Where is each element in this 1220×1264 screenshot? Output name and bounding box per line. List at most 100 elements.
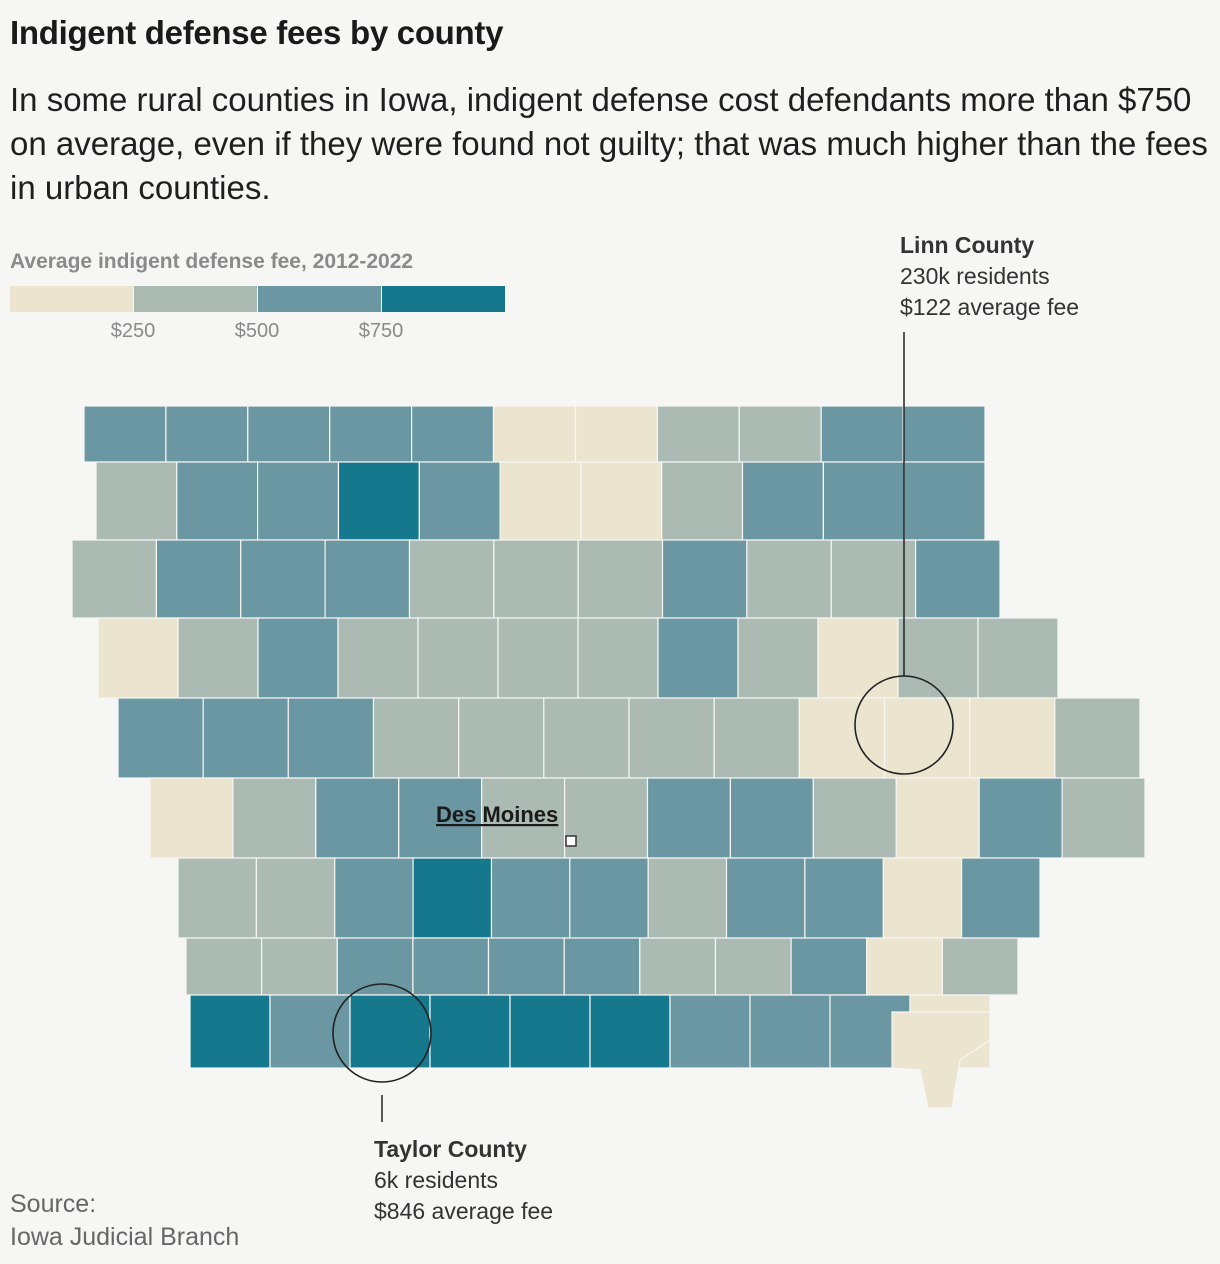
des-moines-marker [565, 835, 577, 847]
county-cell [177, 617, 259, 699]
county-cell [149, 777, 234, 859]
county-cell [165, 405, 249, 463]
legend-color-scale [10, 286, 506, 312]
county-cell [574, 405, 659, 463]
county-cell [713, 697, 801, 779]
county-cell [978, 777, 1063, 859]
county-cell [458, 697, 545, 779]
county-cell [334, 857, 414, 939]
county-cell [817, 617, 899, 699]
taylor-county-residents: 6k residents [374, 1167, 499, 1193]
county-cell [287, 697, 375, 779]
county-cell [412, 857, 493, 939]
county-cell [646, 777, 732, 859]
source-label: Source: [10, 1190, 97, 1218]
county-cell [418, 461, 501, 541]
chart-subtitle: In some rural counties in Iowa, indigent… [10, 81, 1208, 206]
county-cell [969, 697, 1056, 779]
county-cell [269, 994, 351, 1069]
taylor-county-callout: Taylor County 6k residents $846 average … [374, 1134, 553, 1227]
county-cell [261, 937, 338, 996]
county-cell [83, 405, 167, 463]
county-cell [324, 539, 411, 619]
county-cell [509, 994, 591, 1069]
county-cell [543, 697, 630, 779]
county-cell [97, 617, 179, 699]
county-cell [822, 461, 905, 541]
county-cell [647, 857, 728, 939]
county-cell [189, 994, 271, 1069]
county-cell [914, 539, 1001, 619]
des-moines-label: Des Moines [436, 802, 558, 827]
county-cell [429, 994, 511, 1069]
county-cell [563, 777, 649, 859]
county-cell [580, 461, 663, 541]
taylor-county-name: Taylor County [374, 1136, 527, 1162]
county-cell [349, 994, 431, 1069]
legend-title: Average indigent defense fee, 2012-2022 [10, 250, 414, 273]
legend-swatch-4 [382, 286, 505, 312]
county-cell [177, 857, 258, 939]
linn-callout-circle [854, 675, 954, 775]
taylor-county-fee: $846 average fee [374, 1198, 554, 1224]
linn-county-callout: Linn County 230k residents $122 average … [900, 230, 1079, 323]
county-cell [569, 857, 649, 939]
county-cell [117, 697, 204, 779]
county-cell [487, 937, 565, 996]
county-cell [577, 539, 664, 619]
county-cell [729, 777, 814, 859]
county-cell [628, 697, 715, 779]
linn-county-residents: 230k residents [900, 263, 1050, 289]
county-cell [257, 461, 340, 541]
county-cell [232, 777, 317, 859]
linn-county-fee: $122 average fee [900, 294, 1080, 320]
county-cell [490, 857, 571, 939]
county-cell [492, 405, 577, 463]
county-cell [408, 539, 495, 619]
county-cell [155, 539, 242, 619]
legend-tick-500: $500 [234, 320, 280, 342]
county-cell [657, 617, 739, 699]
county-cell [255, 857, 336, 939]
county-cell [812, 777, 897, 859]
county-cell [656, 405, 740, 463]
county-cell [398, 777, 483, 859]
county-cell [883, 697, 971, 779]
county-cell [71, 539, 158, 619]
county-cell [866, 937, 943, 996]
county-cell [176, 461, 259, 541]
county-cell [577, 617, 659, 699]
county-cell [185, 937, 263, 996]
county-cell [1054, 697, 1141, 779]
county-cell [661, 539, 748, 619]
county-cell [589, 994, 671, 1069]
county-cell [329, 405, 413, 463]
county-cell [315, 777, 400, 859]
county-cell [240, 539, 326, 619]
county-cell [202, 697, 289, 779]
county-cell [746, 539, 832, 619]
county-cell [714, 937, 792, 996]
county-cell [563, 937, 641, 996]
county-cell [820, 405, 904, 463]
county-cell [895, 777, 980, 859]
county-cell [891, 1011, 991, 1109]
county-cell [749, 994, 831, 1069]
legend-swatch-1 [10, 286, 133, 312]
county-cell [903, 461, 986, 541]
legend-tick-250: $250 [110, 320, 156, 342]
county-cell [257, 617, 339, 699]
county-cell [1061, 777, 1146, 859]
county-cell [337, 617, 419, 699]
county-cell [882, 857, 963, 939]
legend-swatch-3 [258, 286, 381, 312]
county-cell [337, 461, 420, 541]
county-cell [95, 461, 178, 541]
county-cell [372, 697, 460, 779]
county-cell [336, 937, 414, 996]
county-cell [497, 617, 579, 699]
chart-title: Indigent defense fees by county [10, 14, 504, 51]
county-layer [71, 405, 1146, 1109]
county-cell [804, 857, 884, 939]
